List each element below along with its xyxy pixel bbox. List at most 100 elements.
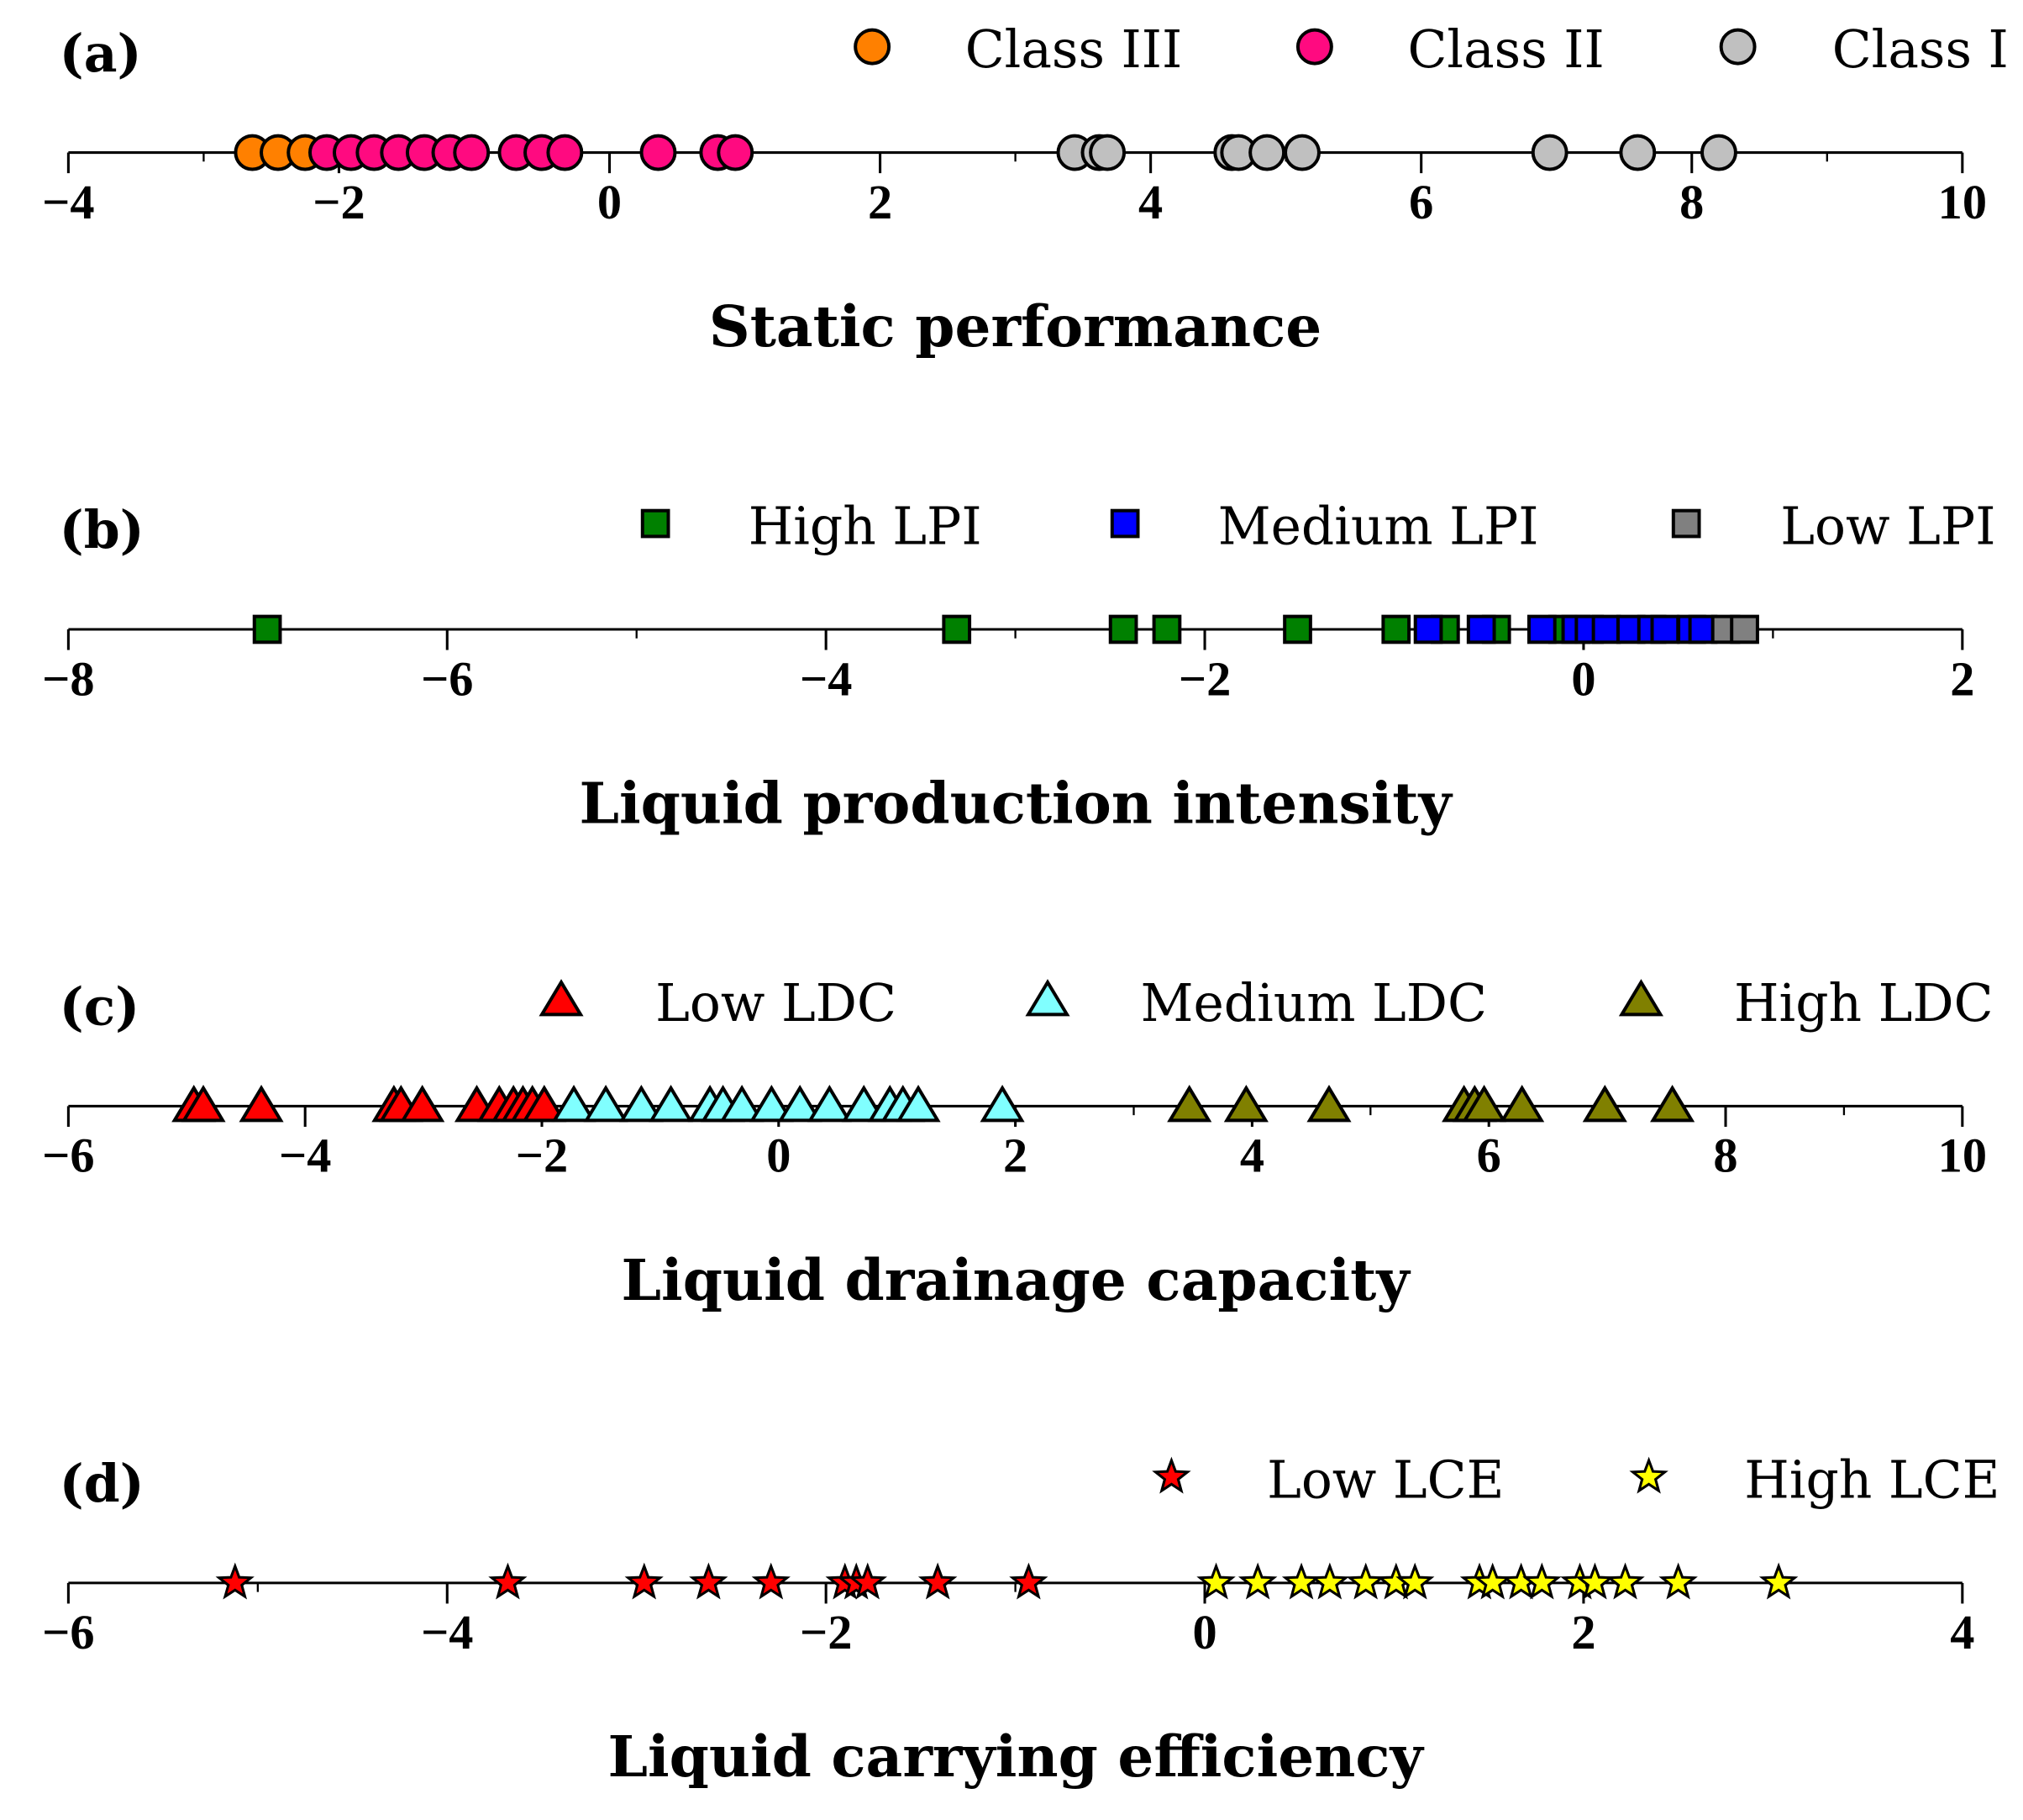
tick-label: −4: [800, 651, 852, 706]
data-point: [1196, 1562, 1236, 1600]
data-point: [942, 614, 972, 644]
data-point: [689, 1562, 728, 1600]
legend-label: High LPI: [749, 497, 982, 557]
tick-label: 0: [597, 175, 622, 229]
legend-label: Low LCE: [1267, 1451, 1504, 1511]
tick-label: −2: [313, 175, 365, 229]
tick-label: −2: [800, 1605, 852, 1660]
tick-label: −4: [421, 1605, 473, 1660]
legend-marker-star-icon: [1152, 1456, 1191, 1494]
data-point: [215, 1562, 255, 1600]
panel-label: (a): [60, 24, 142, 84]
data-point: [1310, 1562, 1350, 1600]
data-point: [1522, 1562, 1562, 1600]
tick-label: 8: [1713, 1128, 1737, 1183]
data-point: [1108, 614, 1138, 644]
tick-label: 10: [1938, 1128, 1987, 1183]
data-point: [1658, 1562, 1698, 1600]
tick-label: 4: [1138, 175, 1163, 229]
data-point: [453, 134, 491, 171]
data-point: [546, 134, 584, 171]
panel-label: (c): [60, 977, 140, 1038]
data-point: [1283, 614, 1312, 644]
data-point: [639, 134, 677, 171]
data-point: [400, 1085, 445, 1123]
data-point: [1237, 1562, 1278, 1600]
data-point: [551, 1085, 596, 1123]
panel-d: (d) Low LCE High LCE −6 −4 −2 0 2 4 Liquid carryi…: [42, 1451, 1999, 1791]
data-point: [1466, 614, 1496, 644]
data-point: [1009, 1562, 1048, 1600]
tick-label: −4: [279, 1128, 331, 1183]
data-point: [1306, 1085, 1352, 1123]
data-point: [848, 1562, 887, 1600]
tick-label: 10: [1938, 175, 1987, 229]
data-point: [1619, 134, 1657, 171]
tick-label: 8: [1679, 175, 1704, 229]
data-point: [1284, 134, 1321, 171]
tick-label: −6: [421, 651, 473, 706]
legend-label: Medium LDC: [1141, 974, 1487, 1034]
legend-marker-circle-icon: [1719, 28, 1757, 66]
data-point: [1167, 1085, 1212, 1123]
data-point: [1582, 1085, 1627, 1123]
data-point: [181, 1085, 226, 1123]
tick-label: 0: [1571, 651, 1595, 706]
panel-b: (b) High LPI Medium LPI Low LPI −8 −6 −4 −2 0 2 Li…: [42, 497, 1995, 837]
data-point: [583, 1085, 628, 1123]
legend-label: Class III: [965, 20, 1183, 80]
panel-label: (d): [60, 1454, 144, 1514]
data-point: [980, 1085, 1025, 1123]
legend-label: Low LDC: [655, 974, 896, 1034]
axis-title: Liquid production intensity: [579, 770, 1453, 836]
data-point: [1730, 614, 1759, 644]
data-point: [719, 1085, 765, 1123]
data-point: [618, 1085, 664, 1123]
data-point: [649, 1085, 694, 1123]
data-point: [252, 614, 282, 644]
data-point: [1413, 614, 1443, 644]
legend-marker-triangle-icon: [1618, 979, 1663, 1017]
tick-label: 0: [1192, 1605, 1216, 1660]
data-point: [1526, 614, 1557, 644]
data-point: [749, 1085, 794, 1123]
data-point: [1650, 1085, 1695, 1123]
data-point: [917, 1562, 958, 1600]
data-point: [1650, 614, 1680, 644]
data-point: [1605, 1562, 1645, 1600]
legend-marker-triangle-icon: [1025, 979, 1070, 1017]
tick-label: −2: [516, 1128, 568, 1183]
tick-label: 0: [766, 1128, 791, 1183]
legend-marker-square-icon: [1110, 508, 1140, 539]
legend-label: Low LPI: [1780, 497, 1995, 557]
axis-title: Liquid drainage capacity: [622, 1247, 1411, 1313]
tick-label: 2: [1950, 651, 1974, 706]
panel-label: (b): [60, 500, 144, 560]
data-point: [1395, 1562, 1435, 1600]
data-point: [1248, 134, 1286, 171]
data-point: [522, 1085, 567, 1123]
legend-marker-square-icon: [640, 508, 670, 539]
data-point: [1381, 614, 1411, 644]
tick-label: −4: [42, 175, 94, 229]
data-point: [896, 1085, 941, 1123]
tick-label: −2: [1179, 651, 1231, 706]
data-point: [239, 1085, 284, 1123]
legend-marker-square-icon: [1671, 508, 1701, 539]
legend-label: Medium LPI: [1218, 497, 1539, 557]
data-point: [777, 1085, 822, 1123]
data-point: [1281, 1562, 1322, 1600]
tick-label: −8: [42, 651, 94, 706]
legend-label: High LDC: [1734, 974, 1994, 1034]
panel-c: (c) Low LDC Medium LDC High LDC −6 −4 −2 0 2 4 6 8 1…: [42, 974, 1993, 1313]
legend-label: Class II: [1407, 20, 1604, 80]
tick-label: 4: [1240, 1128, 1264, 1183]
data-point: [1462, 1085, 1507, 1123]
data-point: [1223, 1085, 1269, 1123]
data-point: [1500, 1085, 1545, 1123]
legend-label: High LCE: [1744, 1451, 1999, 1511]
axis-title: Static performance: [709, 293, 1322, 360]
data-point: [1700, 134, 1737, 171]
data-point: [717, 134, 754, 171]
